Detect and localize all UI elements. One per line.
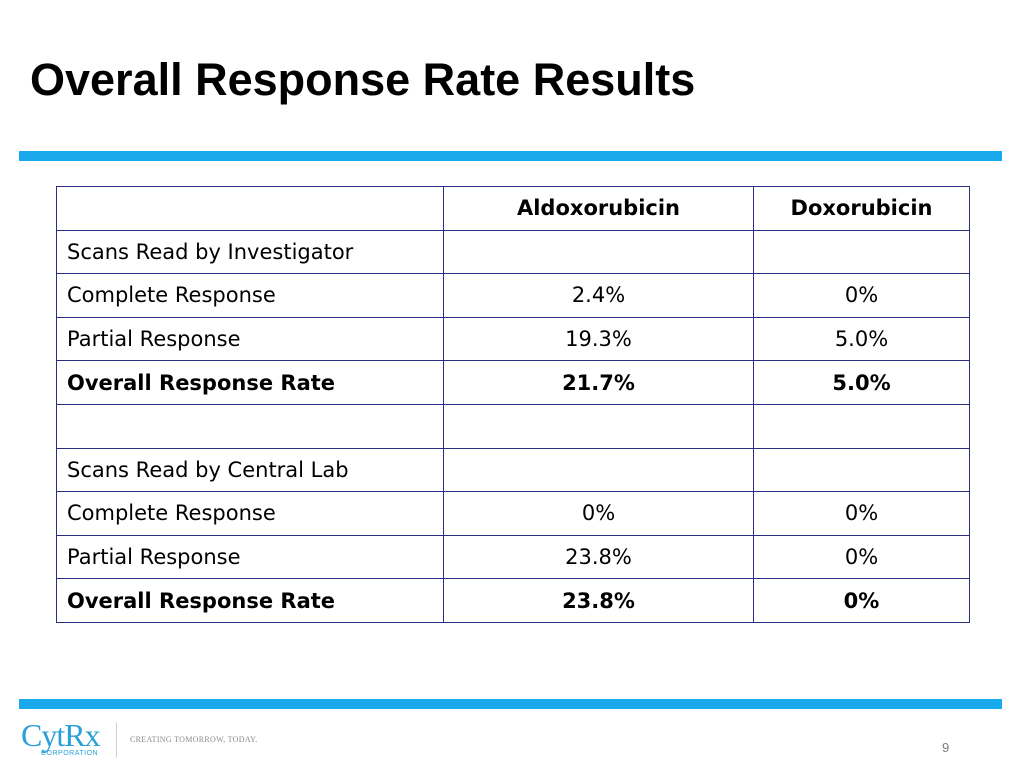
doxorubicin-value: 0% (753, 491, 970, 536)
company-tagline: CREATING TOMORROW, TODAY. (130, 735, 258, 744)
logo-divider (116, 722, 117, 758)
row-label: Overall Response Rate (56, 360, 444, 405)
top-accent-rule (19, 151, 1002, 161)
page-number: 9 (942, 740, 950, 755)
row-label: Complete Response (56, 273, 444, 318)
table-row: Complete Response 2.4% 0% (56, 273, 970, 318)
table-row-investigator-section: Scans Read by Investigator (56, 229, 970, 275)
doxorubicin-value (753, 403, 970, 449)
table-row-overall-investigator: Overall Response Rate 21.7% 5.0% (56, 360, 970, 405)
response-rate-table: Aldoxorubicin Doxorubicin Scans Read by … (56, 186, 970, 623)
aldoxorubicin-value: 19.3% (443, 316, 754, 362)
bottom-accent-rule (19, 699, 1002, 709)
header-cell-aldoxorubicin: Aldoxorubicin (443, 186, 754, 231)
cytrx-logo: CytRx CORPORATION (21, 717, 111, 760)
row-label: Complete Response (56, 491, 444, 536)
row-label (56, 403, 444, 449)
table-header-row: Aldoxorubicin Doxorubicin (56, 186, 970, 231)
table-row-overall-central-lab: Overall Response Rate 23.8% 0% (56, 578, 970, 623)
slide-title: Overall Response Rate Results (30, 54, 696, 105)
table-row: Complete Response 0% 0% (56, 491, 970, 536)
table-row: Partial Response 19.3% 5.0% (56, 316, 970, 362)
aldoxorubicin-value: 23.8% (443, 534, 754, 580)
aldoxorubicin-value: 23.8% (443, 578, 754, 623)
header-cell-empty (56, 186, 444, 231)
aldoxorubicin-value (443, 229, 754, 275)
header-cell-doxorubicin: Doxorubicin (753, 186, 970, 231)
aldoxorubicin-value: 2.4% (443, 273, 754, 318)
table-row-spacer (56, 403, 970, 449)
doxorubicin-value: 5.0% (753, 316, 970, 362)
row-label: Partial Response (56, 316, 444, 362)
doxorubicin-value (753, 447, 970, 493)
table-row: Partial Response 23.8% 0% (56, 534, 970, 580)
doxorubicin-value: 0% (753, 534, 970, 580)
table-row-central-lab-section: Scans Read by Central Lab (56, 447, 970, 493)
row-label: Scans Read by Investigator (56, 229, 444, 275)
aldoxorubicin-value: 21.7% (443, 360, 754, 405)
doxorubicin-value: 0% (753, 273, 970, 318)
doxorubicin-value (753, 229, 970, 275)
doxorubicin-value: 5.0% (753, 360, 970, 405)
aldoxorubicin-value: 0% (443, 491, 754, 536)
aldoxorubicin-value (443, 403, 754, 449)
row-label: Partial Response (56, 534, 444, 580)
row-label: Overall Response Rate (56, 578, 444, 623)
logo-wordmark: CytRx (21, 717, 101, 753)
row-label: Scans Read by Central Lab (56, 447, 444, 493)
aldoxorubicin-value (443, 447, 754, 493)
logo-subtext: CORPORATION (41, 750, 99, 757)
doxorubicin-value: 0% (753, 578, 970, 623)
